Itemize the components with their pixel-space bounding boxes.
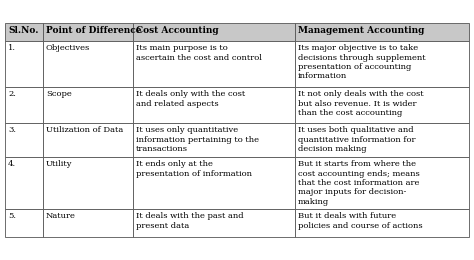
Text: Its main purpose is to
ascertain the cost and control: Its main purpose is to ascertain the cos… (136, 44, 262, 62)
Bar (295, 123, 469, 157)
Text: But it starts from where the
cost accounting ends; means
that the cost informati: But it starts from where the cost accoun… (298, 160, 420, 206)
Text: Nature: Nature (46, 212, 76, 220)
Bar (133, 123, 295, 157)
Bar (43, 87, 133, 123)
Text: But it deals with future
policies and course of actions: But it deals with future policies and co… (298, 212, 423, 230)
Bar (133, 157, 295, 209)
Text: Cost Accounting: Cost Accounting (136, 26, 219, 35)
Bar (133, 23, 295, 41)
Text: Objectives: Objectives (46, 44, 90, 52)
Text: 3.: 3. (8, 126, 16, 134)
Text: 4.: 4. (8, 160, 16, 168)
Bar (295, 87, 469, 123)
Bar (5, 123, 43, 157)
Bar (5, 157, 43, 209)
Text: Utility: Utility (46, 160, 73, 168)
Bar (295, 23, 469, 41)
Bar (5, 87, 43, 123)
Bar (43, 209, 133, 237)
Bar (5, 209, 43, 237)
Bar (133, 209, 295, 237)
Text: Utilization of Data: Utilization of Data (46, 126, 123, 134)
Bar (133, 41, 295, 87)
Text: It not only deals with the cost
but also revenue. It is wider
than the cost acco: It not only deals with the cost but also… (298, 90, 424, 117)
Bar (5, 23, 43, 41)
Text: 2.: 2. (8, 90, 16, 98)
Text: 1.: 1. (8, 44, 16, 52)
Text: Point of Difference: Point of Difference (46, 26, 142, 35)
Bar (43, 157, 133, 209)
Bar (295, 157, 469, 209)
Text: Sl.No.: Sl.No. (8, 26, 38, 35)
Text: It uses only quantitative
information pertaining to the
transactions: It uses only quantitative information pe… (136, 126, 259, 153)
Bar (43, 123, 133, 157)
Text: It uses both qualitative and
quantitative information for
decision making: It uses both qualitative and quantitativ… (298, 126, 416, 153)
Text: It deals only with the cost
and related aspects: It deals only with the cost and related … (136, 90, 245, 107)
Text: Management Accounting: Management Accounting (298, 26, 424, 35)
Text: It deals with the past and
present data: It deals with the past and present data (136, 212, 244, 230)
Bar (43, 23, 133, 41)
Bar (5, 41, 43, 87)
Bar (43, 41, 133, 87)
Bar (295, 41, 469, 87)
Text: Scope: Scope (46, 90, 72, 98)
Bar (295, 209, 469, 237)
Text: Its major objective is to take
decisions through supplement
presentation of acco: Its major objective is to take decisions… (298, 44, 426, 81)
Bar (133, 87, 295, 123)
Text: 5.: 5. (8, 212, 16, 220)
Text: It ends only at the
presentation of information: It ends only at the presentation of info… (136, 160, 252, 178)
